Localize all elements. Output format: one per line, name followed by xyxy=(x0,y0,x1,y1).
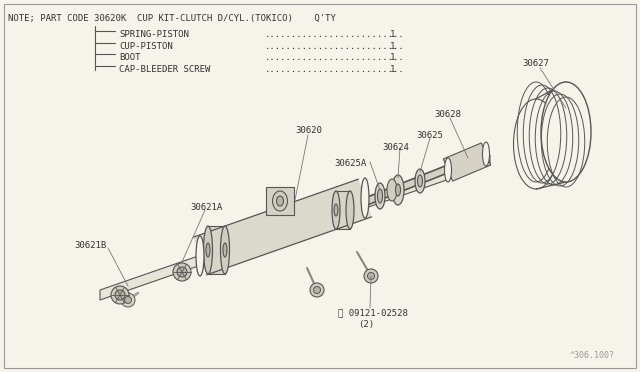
Ellipse shape xyxy=(221,226,230,274)
Ellipse shape xyxy=(346,191,354,229)
Ellipse shape xyxy=(276,196,284,206)
Ellipse shape xyxy=(483,142,490,166)
Text: ..........................: .......................... xyxy=(265,30,404,39)
Ellipse shape xyxy=(273,191,287,211)
Polygon shape xyxy=(365,166,445,206)
Polygon shape xyxy=(208,226,225,274)
Text: 1: 1 xyxy=(390,64,396,74)
Text: SPRING-PISTON: SPRING-PISTON xyxy=(119,30,189,39)
Ellipse shape xyxy=(196,236,204,276)
Ellipse shape xyxy=(361,178,369,218)
Text: 30621A: 30621A xyxy=(190,203,222,212)
Text: ..........................: .......................... xyxy=(265,42,404,51)
Text: 30620: 30620 xyxy=(295,126,322,135)
Ellipse shape xyxy=(445,158,451,182)
Text: 30625: 30625 xyxy=(416,131,443,140)
Ellipse shape xyxy=(417,175,422,187)
Ellipse shape xyxy=(367,273,374,279)
Ellipse shape xyxy=(125,296,131,304)
Polygon shape xyxy=(193,179,372,275)
Ellipse shape xyxy=(332,191,340,229)
Ellipse shape xyxy=(173,263,191,281)
Ellipse shape xyxy=(375,183,385,209)
Text: 1: 1 xyxy=(390,42,396,51)
Text: ^306.100?: ^306.100? xyxy=(570,351,615,360)
Ellipse shape xyxy=(314,286,321,294)
Text: ..........................: .......................... xyxy=(265,64,404,74)
Ellipse shape xyxy=(223,243,227,257)
Ellipse shape xyxy=(177,267,187,277)
Ellipse shape xyxy=(334,204,338,216)
Ellipse shape xyxy=(513,99,559,189)
Text: 1: 1 xyxy=(390,30,396,39)
Polygon shape xyxy=(336,191,350,229)
Ellipse shape xyxy=(415,169,425,193)
Ellipse shape xyxy=(364,269,378,283)
Ellipse shape xyxy=(541,82,591,182)
Text: 30621B: 30621B xyxy=(74,241,106,250)
Ellipse shape xyxy=(378,189,383,203)
Ellipse shape xyxy=(396,184,401,196)
Text: 30624: 30624 xyxy=(382,143,409,152)
Text: ..........................: .......................... xyxy=(265,53,404,62)
Ellipse shape xyxy=(121,293,135,307)
Ellipse shape xyxy=(206,243,210,257)
Ellipse shape xyxy=(310,283,324,297)
Text: 30625A: 30625A xyxy=(334,159,366,168)
Text: 1: 1 xyxy=(390,53,396,62)
Polygon shape xyxy=(266,187,294,215)
Text: (2): (2) xyxy=(358,320,374,329)
Text: CUP-PISTON: CUP-PISTON xyxy=(119,42,173,51)
Text: CAP-BLEEDER SCREW: CAP-BLEEDER SCREW xyxy=(119,64,211,74)
Ellipse shape xyxy=(204,226,212,274)
Text: NOTE; PART CODE 30620K  CUP KIT-CLUTCH D/CYL.(TOKICO)    Q'TY: NOTE; PART CODE 30620K CUP KIT-CLUTCH D/… xyxy=(8,14,336,23)
Text: 30628: 30628 xyxy=(434,110,461,119)
Ellipse shape xyxy=(111,286,129,304)
Ellipse shape xyxy=(392,175,404,205)
Ellipse shape xyxy=(115,290,125,300)
Text: BOOT: BOOT xyxy=(119,53,141,62)
Text: 30627: 30627 xyxy=(522,59,549,68)
Polygon shape xyxy=(100,155,490,300)
Polygon shape xyxy=(444,143,491,181)
Ellipse shape xyxy=(387,179,397,201)
Text: Ⓑ 09121-02528: Ⓑ 09121-02528 xyxy=(338,308,408,317)
